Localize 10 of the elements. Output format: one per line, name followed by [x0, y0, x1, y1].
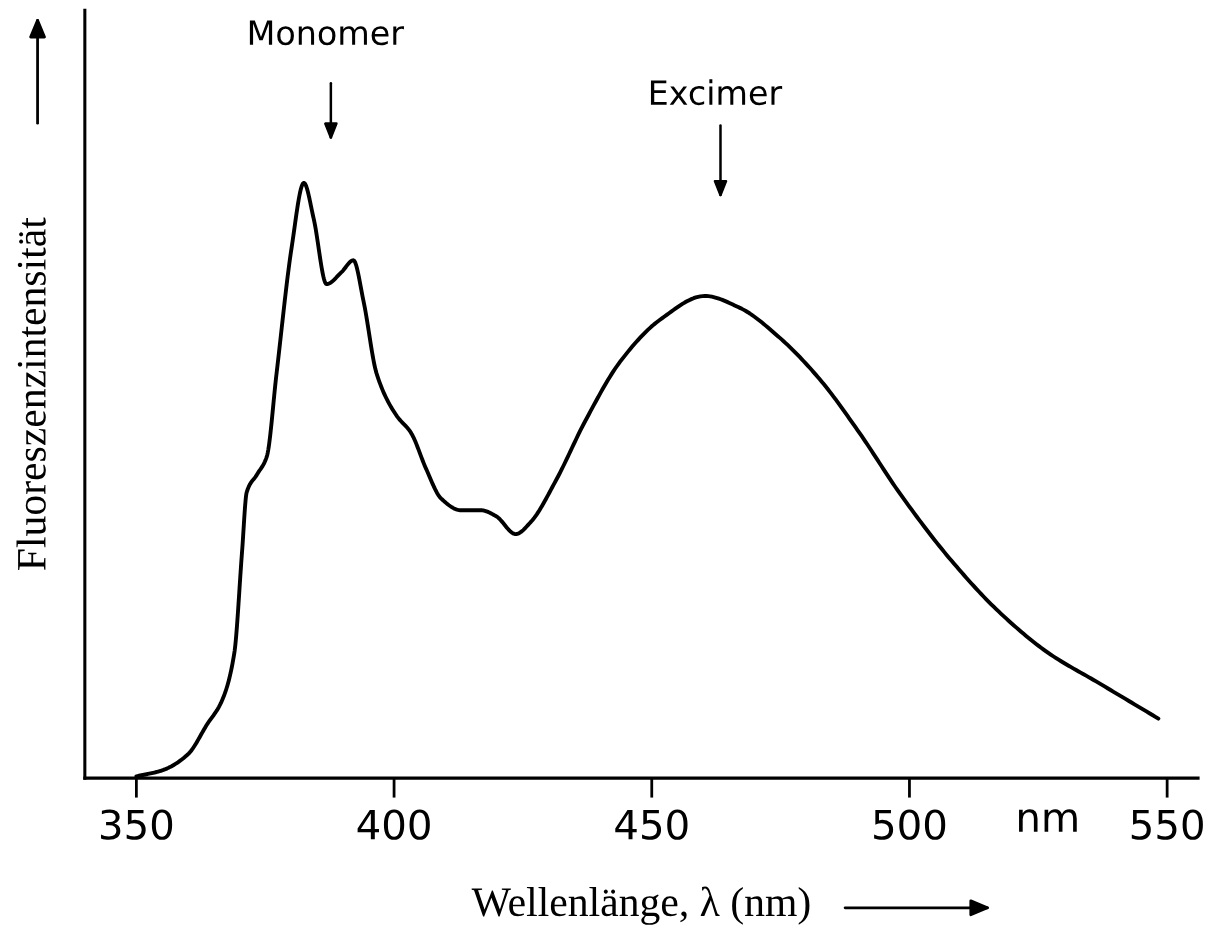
x-tick-label: 500 [874, 809, 946, 840]
x-tick-label: 550 [1131, 809, 1203, 840]
text: Excimer [650, 79, 783, 106]
y-axis-title: Fluoreszenzintensität [16, 217, 46, 571]
x-tick-label: 400 [357, 809, 430, 840]
text: nm [1019, 809, 1077, 832]
x-tick-label: 350 [101, 809, 173, 840]
x-tick-label: 450 [615, 809, 688, 840]
x-axis-title: Wellenlänge, λ (nm) [471, 886, 810, 925]
text: Monomer [249, 20, 404, 46]
